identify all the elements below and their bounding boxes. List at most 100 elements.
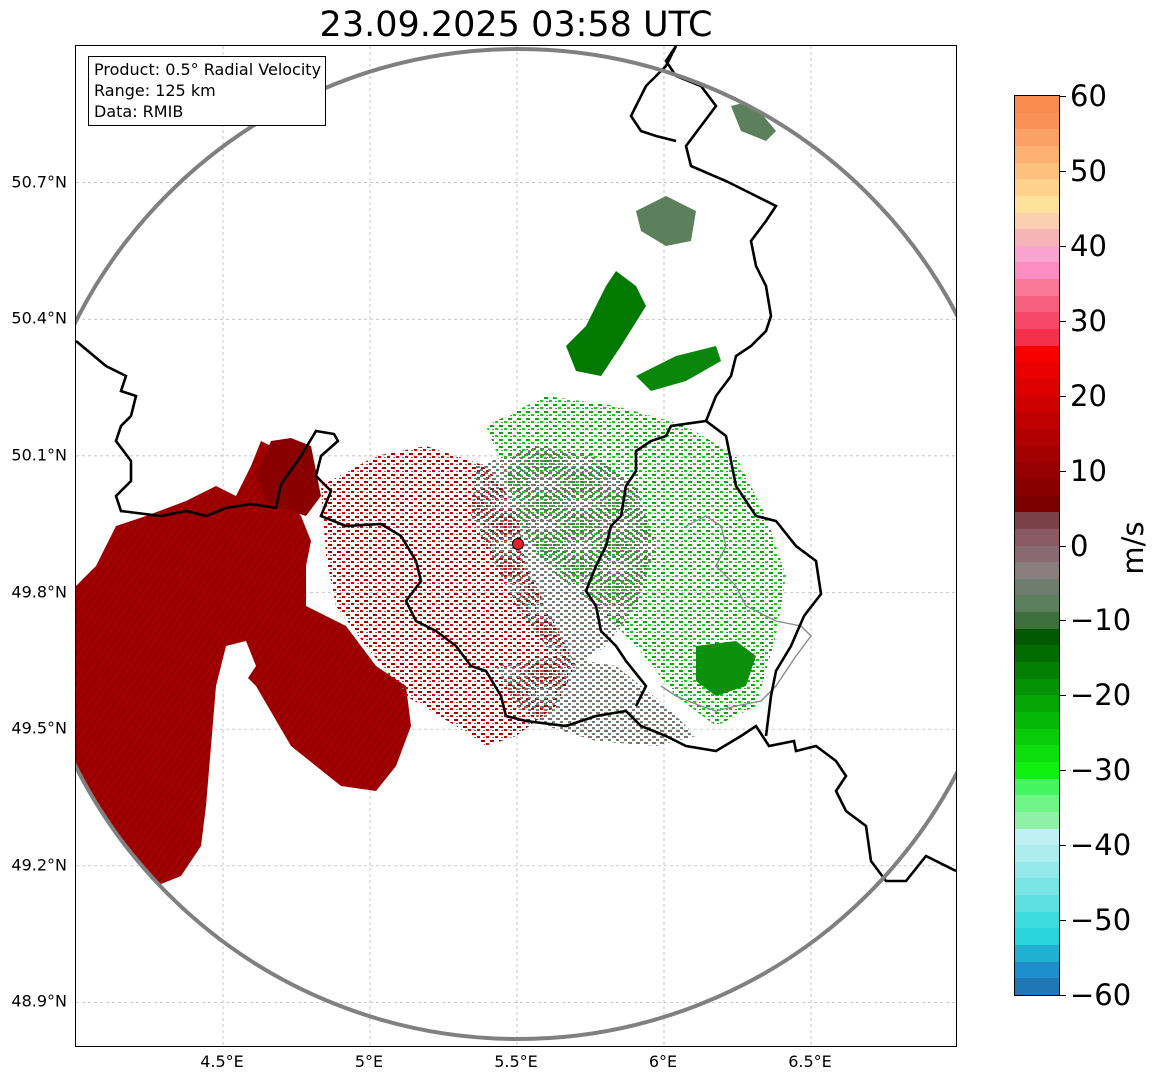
- colorbar-band: [1015, 494, 1059, 513]
- colorbar-tick-mark: [1060, 920, 1066, 922]
- colorbar-band: [1015, 228, 1059, 246]
- colorbar-band: [1015, 511, 1059, 529]
- lon-tick-label: 5°E: [354, 1052, 384, 1071]
- colorbar-band: [1015, 96, 1059, 113]
- lon-tick-label: 5.5°E: [494, 1052, 538, 1071]
- colorbar-band: [1015, 678, 1059, 696]
- echo-near-zero-north2: [731, 101, 776, 141]
- country-border-north: [629, 46, 678, 143]
- radar-map[interactable]: [75, 45, 957, 1047]
- range-label: Range: 125 km: [94, 81, 216, 100]
- colorbar-band: [1015, 544, 1059, 563]
- lon-tick-label: 4.5°E: [200, 1052, 244, 1071]
- product-info-box: Product: 0.5° Radial Velocity Range: 125…: [88, 56, 327, 126]
- colorbar-band: [1015, 844, 1059, 862]
- colorbar-tick-mark: [1060, 620, 1066, 622]
- colorbar-tick-mark: [1060, 545, 1066, 547]
- colorbar-tick-label: 0: [1070, 528, 1089, 563]
- colorbar-tick-mark: [1060, 995, 1066, 996]
- colorbar-band: [1015, 211, 1059, 230]
- lat-tick-label: 50.1°N: [11, 445, 67, 465]
- radar-echoes: [76, 101, 786, 886]
- echo-inbound-ne-band: [636, 346, 721, 391]
- colorbar-tick-label: 60: [1070, 79, 1107, 113]
- country-border-south: [525, 709, 956, 883]
- colorbar-band: [1015, 112, 1059, 130]
- colorbar-band: [1015, 128, 1059, 146]
- colorbar-band: [1015, 778, 1059, 796]
- colorbar-tick-mark: [1060, 470, 1066, 472]
- echo-near-zero: [471, 446, 656, 666]
- colorbar-band: [1015, 428, 1059, 446]
- colorbar-band: [1015, 644, 1059, 663]
- colorbar-band: [1015, 328, 1059, 346]
- lon-tick-label: 6°E: [648, 1052, 678, 1071]
- lat-tick-label: 49.8°N: [11, 582, 67, 602]
- colorbar-tick-mark: [1060, 96, 1066, 97]
- lat-tick-label: 48.9°N: [11, 991, 67, 1011]
- country-border-west: [76, 340, 527, 723]
- colorbar-tick-mark: [1060, 845, 1066, 847]
- radar-site-marker[interactable]: [512, 538, 524, 550]
- colorbar-band: [1015, 245, 1059, 263]
- colorbar-band: [1015, 628, 1059, 646]
- colorbar-band: [1015, 145, 1059, 163]
- colorbar-tick-label: 30: [1070, 303, 1107, 338]
- lat-tick-label: 50.4°N: [11, 308, 67, 328]
- colorbar-band: [1015, 461, 1059, 479]
- range-ring: [76, 47, 956, 1041]
- lat-tick-label: 49.5°N: [11, 718, 67, 738]
- echo-outbound-north-west: [256, 438, 321, 516]
- colorbar-tick-mark: [1060, 320, 1066, 322]
- colorbar-band: [1015, 578, 1059, 596]
- colorbar-band: [1015, 861, 1059, 879]
- colorbar-band: [1015, 794, 1059, 812]
- colorbar-band: [1015, 944, 1059, 962]
- country-border-northeast: [664, 46, 778, 422]
- colorbar-tick-label: −50: [1070, 903, 1132, 938]
- colorbar-band: [1015, 162, 1059, 180]
- colorbar-tick-mark: [1060, 245, 1066, 247]
- colorbar-band: [1015, 411, 1059, 429]
- colorbar-band: [1015, 261, 1059, 280]
- country-border-east: [584, 419, 823, 737]
- colorbar-tick-label: 50: [1070, 153, 1107, 188]
- colorbar-band: [1015, 594, 1059, 613]
- colorbar-band: [1015, 478, 1059, 496]
- echo-near-zero-north: [636, 196, 696, 246]
- colorbar-band: [1015, 561, 1059, 579]
- colorbar-band: [1015, 445, 1059, 463]
- colorbar-band: [1015, 827, 1059, 846]
- colorbar-tick-label: 40: [1070, 228, 1107, 263]
- colorbar-band: [1015, 661, 1059, 679]
- echo-outbound-gap: [216, 641, 256, 696]
- colorbar-band: [1015, 711, 1059, 729]
- gray-border: [660, 515, 812, 712]
- colorbar-band: [1015, 295, 1059, 313]
- map-title: 23.09.2025 03:58 UTC: [319, 5, 713, 45]
- colorbar-band: [1015, 311, 1059, 330]
- colorbar-band: [1015, 361, 1059, 380]
- colorbar-band: [1015, 611, 1059, 629]
- colorbar-band: [1015, 694, 1059, 712]
- data-source-label: Data: RMIB: [94, 102, 184, 121]
- colorbar-band: [1015, 877, 1059, 896]
- colorbar-band: [1015, 378, 1059, 396]
- colorbar-band: [1015, 961, 1059, 979]
- colorbar-tick-label: −20: [1070, 678, 1132, 713]
- colorbar-band: [1015, 195, 1059, 213]
- echo-inbound-north-band: [566, 271, 646, 376]
- lat-tick-label: 50.7°N: [11, 172, 67, 192]
- colorbar-band: [1015, 911, 1059, 929]
- echo-inbound-east-cell: [696, 641, 756, 696]
- radar-map-canvas: [76, 46, 956, 1046]
- velocity-colorbar: [1014, 95, 1060, 996]
- colorbar-tick-mark: [1060, 770, 1066, 772]
- colorbar-tick-label: 10: [1070, 453, 1107, 488]
- lon-tick-label: 6.5°E: [788, 1052, 832, 1071]
- colorbar-band: [1015, 278, 1059, 296]
- colorbar-tick-label: 20: [1070, 378, 1107, 413]
- colorbar-unit-label: m/s: [1116, 521, 1150, 575]
- colorbar-band: [1015, 528, 1059, 546]
- colorbar-band: [1015, 927, 1059, 946]
